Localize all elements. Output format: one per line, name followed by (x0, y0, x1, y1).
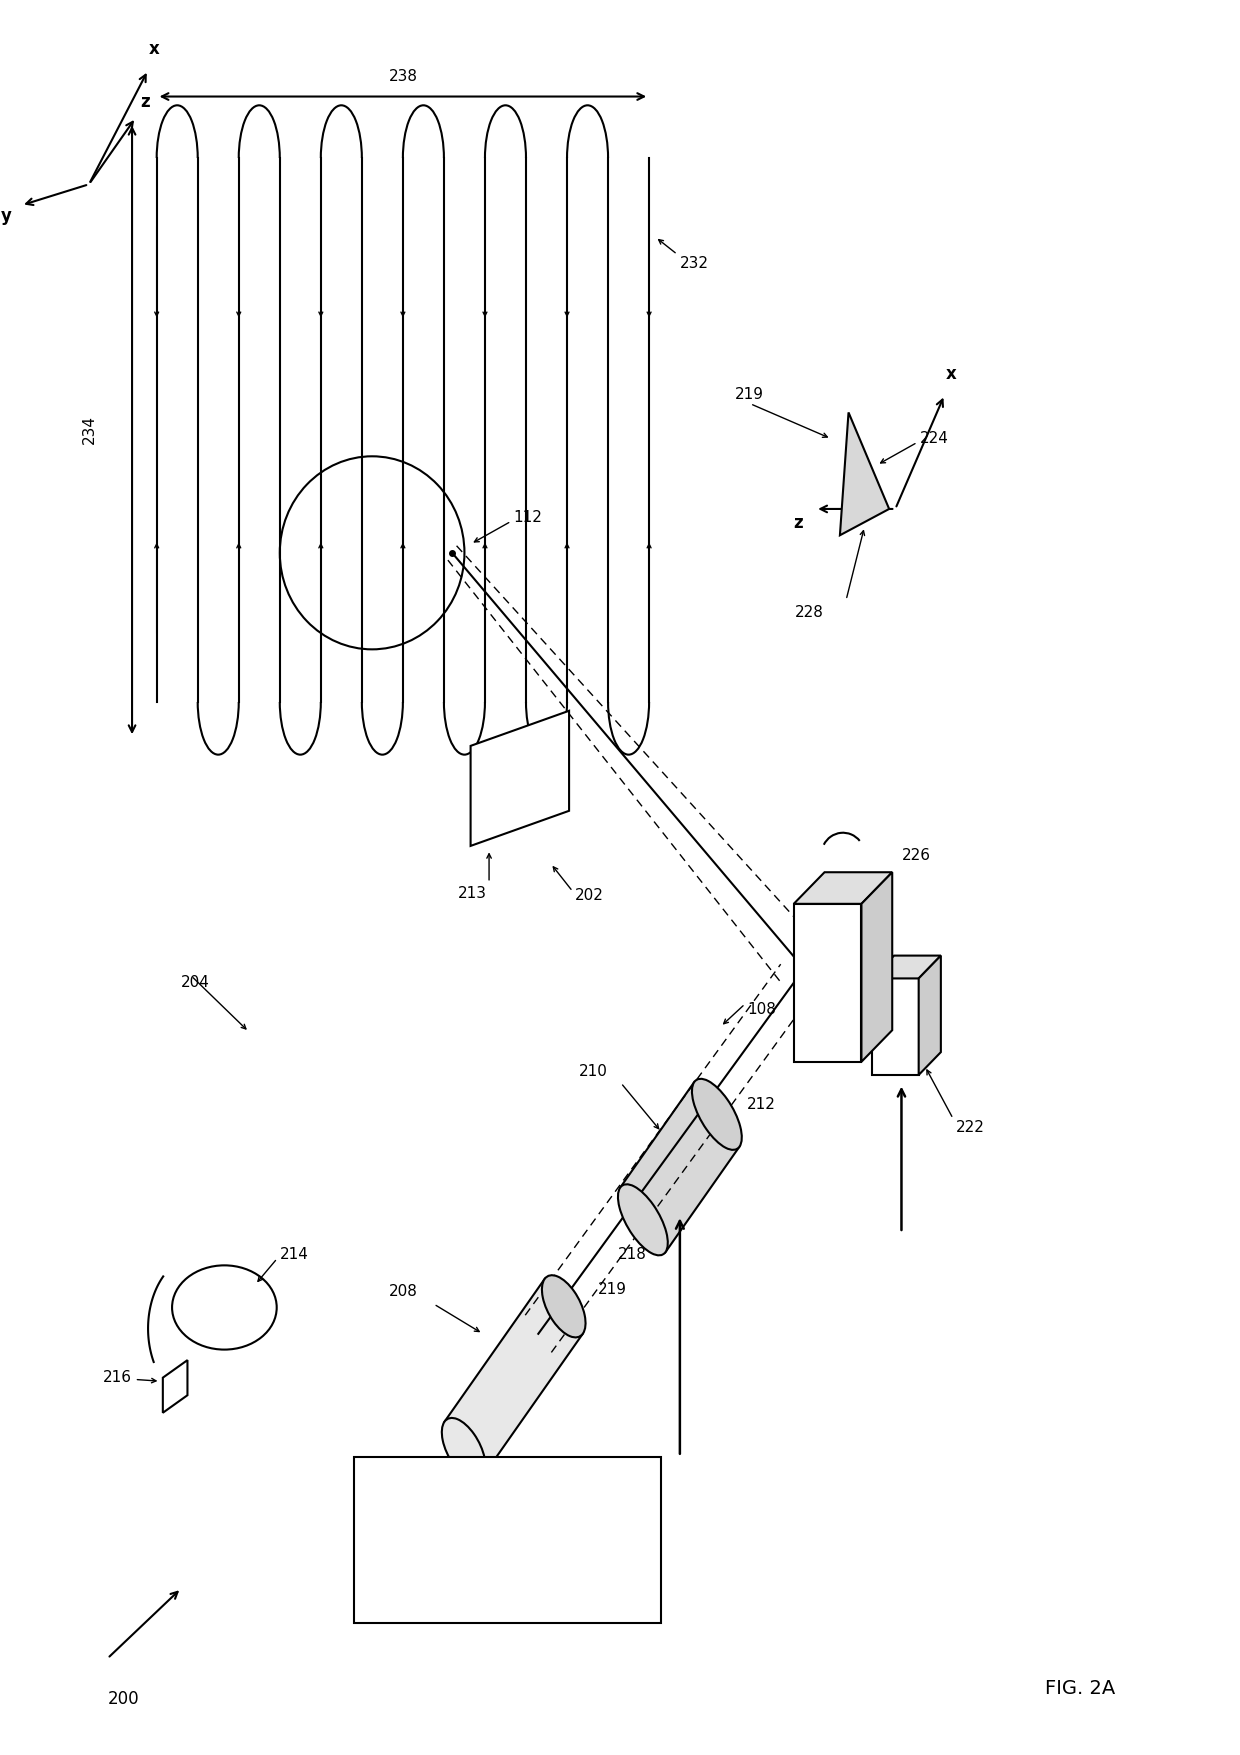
Polygon shape (872, 979, 919, 1074)
Text: 224: 224 (920, 432, 949, 446)
Text: 232: 232 (680, 256, 709, 270)
Polygon shape (919, 955, 941, 1074)
Text: 202: 202 (575, 888, 604, 902)
Text: 108: 108 (748, 1002, 776, 1016)
Polygon shape (839, 412, 889, 535)
Text: x: x (149, 40, 160, 58)
Ellipse shape (692, 1079, 742, 1150)
Ellipse shape (618, 1185, 668, 1255)
Text: LiDAR: LiDAR (482, 1511, 532, 1529)
Text: 238: 238 (388, 68, 418, 84)
Polygon shape (444, 1279, 583, 1476)
Text: FIG. 2A: FIG. 2A (1045, 1680, 1115, 1697)
Text: 218: 218 (495, 792, 525, 806)
Polygon shape (794, 904, 862, 1062)
Text: 206: 206 (494, 1585, 522, 1601)
Text: 222: 222 (956, 1120, 985, 1135)
Text: 112: 112 (513, 511, 543, 525)
Polygon shape (620, 1083, 739, 1251)
Text: x: x (945, 365, 956, 383)
Polygon shape (794, 872, 893, 904)
Polygon shape (162, 1360, 187, 1413)
Text: 219: 219 (598, 1283, 626, 1297)
Text: 214: 214 (280, 1248, 309, 1262)
Text: z: z (140, 93, 150, 111)
Text: 219: 219 (735, 388, 764, 402)
Bar (353, 1457, 661, 1623)
Text: 200: 200 (108, 1690, 139, 1708)
Ellipse shape (542, 1276, 585, 1337)
Text: 228: 228 (795, 605, 823, 621)
Text: 216: 216 (103, 1371, 131, 1385)
Text: Controller: Controller (466, 1551, 548, 1569)
Polygon shape (872, 955, 941, 979)
Text: y: y (0, 207, 11, 225)
Text: 212: 212 (746, 1097, 775, 1113)
Text: 218: 218 (619, 1248, 647, 1262)
Text: 226: 226 (901, 848, 930, 863)
Polygon shape (862, 872, 893, 1062)
Text: 234: 234 (82, 416, 97, 444)
Text: 208: 208 (388, 1283, 418, 1299)
Text: 213: 213 (459, 886, 487, 902)
Ellipse shape (441, 1418, 485, 1479)
Ellipse shape (172, 1265, 277, 1350)
Text: 210: 210 (579, 1064, 608, 1079)
Text: 204: 204 (181, 976, 210, 990)
Text: z: z (794, 514, 804, 532)
Text: 219: 219 (471, 827, 500, 841)
Polygon shape (471, 711, 569, 846)
